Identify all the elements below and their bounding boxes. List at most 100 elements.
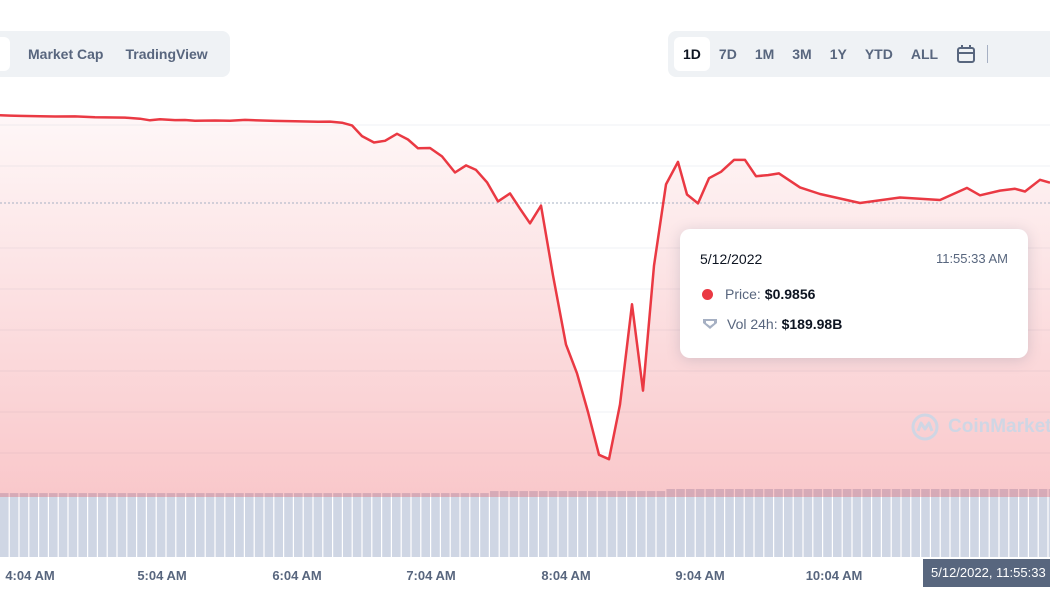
volume-bar (460, 493, 470, 557)
volume-bar (940, 489, 950, 557)
volume-bar (127, 493, 136, 557)
x-tick-label: 7:04 AM (406, 568, 456, 583)
volume-bar (9, 493, 19, 557)
volume-bar (666, 489, 675, 557)
volume-bar (274, 493, 283, 557)
volume-bar (78, 493, 87, 557)
volume-bar (176, 493, 185, 557)
volume-bar (352, 493, 362, 557)
volume-bar (676, 489, 685, 557)
tooltip-time: 11:55:33 AM (935, 251, 1008, 266)
volume-bar (754, 489, 764, 557)
crosshair-time-badge: 5/12/2022, 11:55:33 (923, 559, 1050, 587)
range-1y-button[interactable]: 1Y (829, 46, 847, 62)
volume-bar (686, 489, 695, 557)
divider (987, 45, 989, 63)
volume-bar (735, 489, 744, 557)
volume-bar (1029, 489, 1038, 557)
watermark-text: CoinMarket (948, 416, 1050, 437)
x-tick-label: 4:04 AM (5, 568, 55, 583)
volume-bar (1048, 489, 1050, 557)
volume-bar (558, 491, 568, 557)
price-tooltip: 5/12/2022 11:55:33 AM Price: $0.9856 Vol… (680, 229, 1028, 358)
volume-bar (568, 491, 577, 557)
volume-bar (68, 493, 78, 557)
volume-bar (617, 491, 626, 557)
tooltip-price-label: Price: (725, 286, 761, 302)
volume-bar (166, 493, 176, 557)
volume-bar (960, 489, 969, 557)
chart-type-tabs: Market Cap TradingView (0, 31, 230, 77)
volume-bar (254, 493, 264, 557)
tab-price-active[interactable] (0, 37, 10, 71)
volume-bar (480, 493, 489, 557)
volume-bar (509, 491, 519, 557)
volume-bar (774, 489, 783, 557)
volume-bar (0, 493, 9, 557)
volume-bar (362, 493, 372, 557)
volume-bar (823, 489, 832, 557)
coinmarketcap-logo-icon (911, 413, 939, 441)
x-tick-label: 5:04 AM (137, 568, 187, 583)
volume-bar (931, 489, 940, 557)
volume-bar (215, 493, 225, 557)
volume-bar (450, 493, 460, 557)
volume-bar (519, 491, 528, 557)
volume-bar (597, 491, 607, 557)
volume-bar (401, 493, 411, 557)
tooltip-volume-label: Vol 24h: (727, 316, 778, 332)
range-ytd-button[interactable]: YTD (864, 46, 893, 62)
volume-bar (882, 489, 891, 557)
volume-bar (921, 489, 930, 557)
volume-bar (715, 489, 724, 557)
volume-bar (19, 493, 29, 557)
volume-bar (137, 493, 146, 557)
volume-bar (372, 493, 381, 557)
volume-bar (989, 489, 999, 557)
volume-bar (872, 489, 881, 557)
calendar-icon[interactable] (955, 43, 977, 65)
price-line (0, 114, 1050, 461)
volume-bar (205, 493, 215, 557)
tooltip-price-value: $0.9856 (764, 286, 816, 302)
range-1m-button[interactable]: 1M (754, 46, 775, 62)
volume-bar (1009, 489, 1018, 557)
range-3m-button[interactable]: 3M (792, 46, 812, 62)
volume-bar (98, 493, 107, 557)
volume-shield-icon (703, 319, 717, 329)
volume-bar (343, 493, 352, 557)
tab-market-cap[interactable]: Market Cap (28, 46, 104, 62)
volume-bar (539, 491, 548, 557)
volume-bar (441, 493, 450, 557)
volume-bar (411, 493, 421, 557)
x-tick-label: 6:04 AM (272, 568, 322, 583)
volume-bar (656, 491, 666, 557)
volume-bar (294, 493, 303, 557)
volume-bar (999, 489, 1009, 557)
range-1d-button[interactable]: 1D (674, 37, 710, 71)
volume-bar (58, 493, 68, 557)
volume-bar (529, 491, 538, 557)
volume-bar (156, 493, 166, 557)
range-7d-button[interactable]: 7D (718, 46, 737, 62)
volume-bar (646, 491, 656, 557)
volume-bar (764, 489, 773, 557)
volume-bar (39, 493, 48, 557)
volume-bar (695, 489, 705, 557)
volume-bar (284, 493, 293, 557)
x-tick-label: 9:04 AM (675, 568, 725, 583)
volume-bar (803, 489, 813, 557)
tab-tradingview[interactable]: TradingView (125, 46, 208, 62)
tooltip-date: 5/12/2022 (700, 251, 763, 267)
volume-bar (499, 491, 509, 557)
menu-icon[interactable] (1014, 0, 1038, 2)
volume-bar (147, 493, 156, 557)
range-all-button[interactable]: ALL (910, 46, 939, 62)
volume-bar (392, 493, 401, 557)
volume-bars (0, 489, 1050, 557)
x-tick-label: 8:04 AM (541, 568, 591, 583)
volume-bar (323, 493, 332, 557)
volume-bar (196, 493, 205, 557)
volume-bar (421, 493, 430, 557)
volume-bar (88, 493, 97, 557)
